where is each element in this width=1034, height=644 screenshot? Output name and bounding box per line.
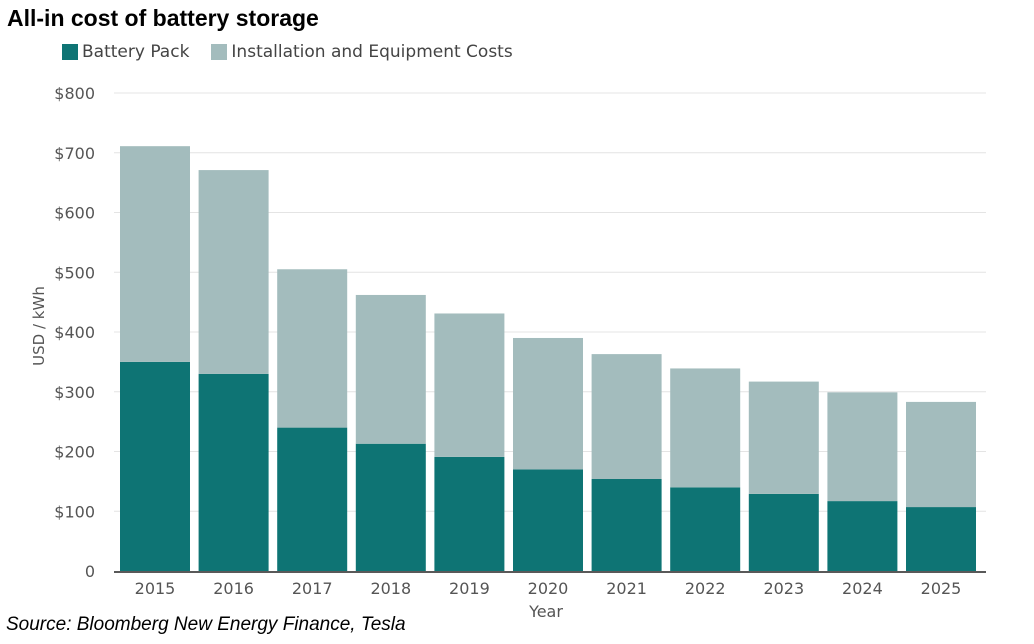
x-axis-ticks: 2015 2016 2017 2018 2019 2020 2021 2022 2023 2024…	[135, 579, 962, 598]
bar-installation	[434, 313, 505, 457]
y-tick-label: $300	[54, 383, 95, 402]
x-tick-label: 2025	[921, 579, 962, 598]
y-tick-label: 0	[85, 562, 95, 581]
x-tick-label: 2018	[370, 579, 411, 598]
legend-label-installation: Installation and Equipment Costs	[231, 42, 513, 62]
bar-battery-pack	[827, 501, 898, 571]
bar-battery-pack	[355, 443, 426, 571]
bar-installation	[120, 146, 190, 362]
bar-installation	[670, 368, 741, 488]
x-tick-label: 2019	[449, 579, 490, 598]
legend-label-battery-pack: Battery Pack	[82, 42, 190, 62]
bar-installation	[198, 170, 269, 374]
bar-installation	[355, 294, 426, 444]
bar-battery-pack	[591, 478, 662, 571]
y-tick-label: $800	[54, 84, 95, 103]
y-tick-label: $600	[54, 204, 95, 223]
y-tick-label: $100	[54, 502, 95, 521]
y-axis-label: USD / kWh	[30, 286, 48, 366]
x-tick-label: 2022	[685, 579, 726, 598]
legend-swatch-installation	[211, 44, 228, 60]
bar-installation	[513, 337, 583, 470]
bar-battery-pack	[198, 373, 269, 571]
bar-installation	[827, 392, 898, 502]
bar-battery-pack	[277, 427, 348, 571]
y-tick-label: $700	[54, 144, 95, 163]
bar-installation	[906, 401, 976, 508]
bar-battery-pack	[670, 487, 741, 571]
x-tick-label: 2017	[292, 579, 333, 598]
y-tick-label: $200	[54, 443, 95, 462]
y-tick-label: $400	[54, 323, 95, 342]
bar-battery-pack	[748, 493, 819, 571]
bar-battery-pack	[906, 507, 976, 571]
chart-title: All-in cost of battery storage	[7, 5, 319, 31]
chart-legend: Battery Pack Installation and Equipment …	[62, 42, 535, 62]
bar-battery-pack	[120, 361, 190, 571]
x-tick-label: 2021	[606, 579, 647, 598]
x-tick-label: 2023	[763, 579, 804, 598]
legend-item-battery-pack: Battery Pack	[62, 42, 189, 62]
bar-installation	[748, 381, 819, 494]
x-tick-label: 2016	[213, 579, 254, 598]
bars	[120, 146, 976, 571]
x-tick-label: 2024	[842, 579, 883, 598]
chart-source: Source: Bloomberg New Energy Finance, Te…	[6, 614, 406, 635]
bar-installation	[277, 269, 348, 428]
x-axis-label: Year	[528, 602, 563, 621]
bar-installation	[591, 354, 662, 479]
legend-item-installation: Installation and Equipment Costs	[211, 42, 513, 62]
x-tick-label: 2015	[135, 579, 176, 598]
y-tick-label: $500	[54, 263, 95, 282]
bar-battery-pack	[513, 469, 583, 571]
legend-swatch-battery-pack	[62, 44, 78, 60]
y-axis-ticks: 0 $100 $200 $300 $400 $500 $600 $700 $800	[54, 84, 95, 581]
x-tick-label: 2020	[528, 579, 569, 598]
bar-battery-pack	[434, 456, 505, 571]
